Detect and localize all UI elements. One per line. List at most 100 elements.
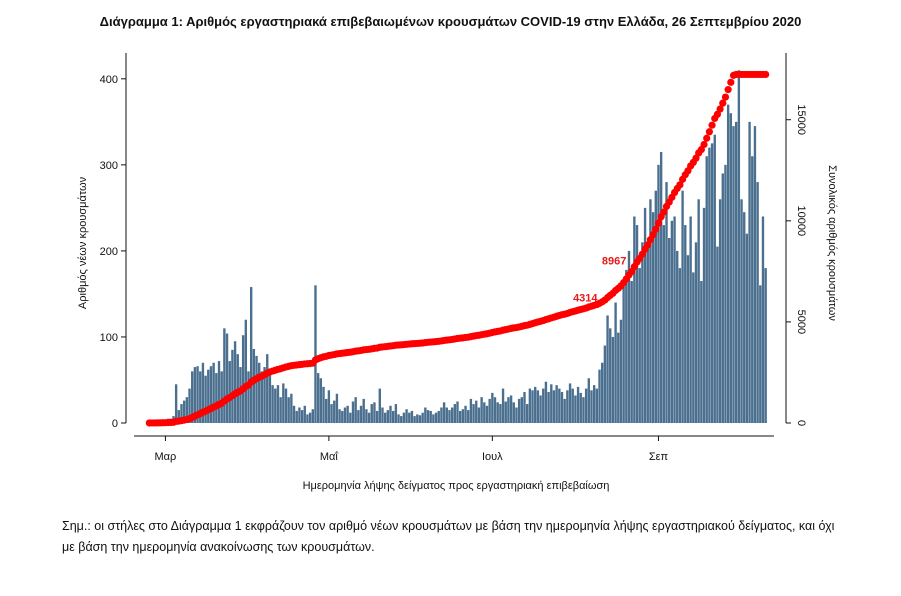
bar <box>276 385 280 423</box>
bar <box>220 371 223 423</box>
bar <box>260 371 264 423</box>
x-tick-label: Σεπ <box>649 451 669 463</box>
y-tick-label: 200 <box>100 246 118 258</box>
bar <box>649 199 652 423</box>
bar <box>633 216 636 423</box>
bar <box>239 367 242 423</box>
chart-title: Διάγραμμα 1: Αριθμός εργαστηριακά επιβεβ… <box>99 14 802 29</box>
bar <box>480 397 483 423</box>
cumulative-point <box>703 134 711 142</box>
bar <box>689 216 692 423</box>
bar <box>643 207 647 423</box>
footnote-line-2: με βάση την ημερομηνία ανακοίνωσης των κ… <box>62 540 375 554</box>
bar <box>697 199 700 423</box>
bar <box>397 414 400 423</box>
bar <box>692 272 695 423</box>
bar <box>440 407 443 423</box>
bar <box>378 388 381 423</box>
bar <box>402 412 406 423</box>
bar <box>204 375 207 423</box>
bar <box>434 412 438 423</box>
x-tick-label: Μαΐ <box>320 451 339 463</box>
bar <box>292 405 296 423</box>
bar <box>571 388 574 423</box>
bar <box>681 190 684 423</box>
bar <box>592 385 596 423</box>
bar <box>574 395 577 423</box>
bar <box>370 404 373 423</box>
bar <box>314 285 317 423</box>
bar <box>467 410 470 423</box>
bar <box>185 397 189 423</box>
bar <box>488 398 491 423</box>
cumulative-label: 8967 <box>602 256 626 268</box>
bar <box>274 388 277 423</box>
bar <box>386 410 390 423</box>
bar <box>405 409 408 423</box>
bar <box>729 113 733 424</box>
cumulative-point <box>705 128 713 136</box>
bar <box>734 121 738 423</box>
bar <box>357 410 360 423</box>
bar <box>590 390 593 423</box>
y-tick-label: 400 <box>100 74 118 86</box>
bar <box>619 319 623 423</box>
bar <box>421 412 424 423</box>
bar <box>676 250 679 423</box>
bar <box>231 349 234 423</box>
y-tick-label: 100 <box>100 332 118 344</box>
bar <box>595 388 599 423</box>
bar <box>740 199 743 423</box>
bar <box>263 367 266 423</box>
bar <box>191 371 194 423</box>
bar <box>563 398 566 423</box>
bar <box>539 395 542 423</box>
bar <box>174 384 178 423</box>
bar <box>349 412 352 423</box>
bar <box>223 328 226 423</box>
bar <box>271 385 274 423</box>
x-tick-label: Μαρ <box>155 451 177 463</box>
bar <box>255 355 258 423</box>
y2-tick-label: 10000 <box>795 206 807 237</box>
bar <box>547 392 550 423</box>
bar <box>657 164 660 423</box>
bar <box>504 401 507 423</box>
bar <box>745 233 749 423</box>
bar <box>367 412 371 423</box>
cumulative-point <box>716 105 724 113</box>
bar <box>630 281 633 423</box>
chart-plot: 0 100 200 300 400 0 5000 10000 15000 Μαρ Μαΐ Ιουλ… <box>77 0 846 492</box>
bar <box>247 371 250 423</box>
cumulative-point <box>652 225 660 233</box>
y-axis-right-title: Συνολικός αριθμός κρουσμάτων <box>826 165 838 321</box>
bar <box>576 386 580 423</box>
cumulative-label: 17228 <box>815 0 846 3</box>
bar <box>485 405 489 423</box>
y-tick-label: 300 <box>100 160 118 172</box>
bar <box>721 173 724 423</box>
bar <box>651 212 655 423</box>
bar <box>217 361 221 423</box>
bar <box>635 225 639 423</box>
cumulative-point <box>721 93 730 101</box>
bar <box>282 383 285 423</box>
bar <box>483 402 486 423</box>
bar <box>515 407 518 423</box>
bar <box>182 400 186 423</box>
bar <box>319 378 323 423</box>
bar <box>458 410 462 423</box>
bar <box>507 397 510 423</box>
bar <box>756 182 759 423</box>
bar <box>566 390 569 423</box>
bar <box>702 207 706 423</box>
bar <box>587 378 590 423</box>
bar <box>579 392 582 423</box>
bar <box>298 407 301 423</box>
bar <box>456 401 459 423</box>
bar <box>668 238 671 423</box>
bar <box>209 366 213 423</box>
bar <box>759 285 762 423</box>
bar <box>622 281 625 423</box>
bar <box>718 199 722 423</box>
